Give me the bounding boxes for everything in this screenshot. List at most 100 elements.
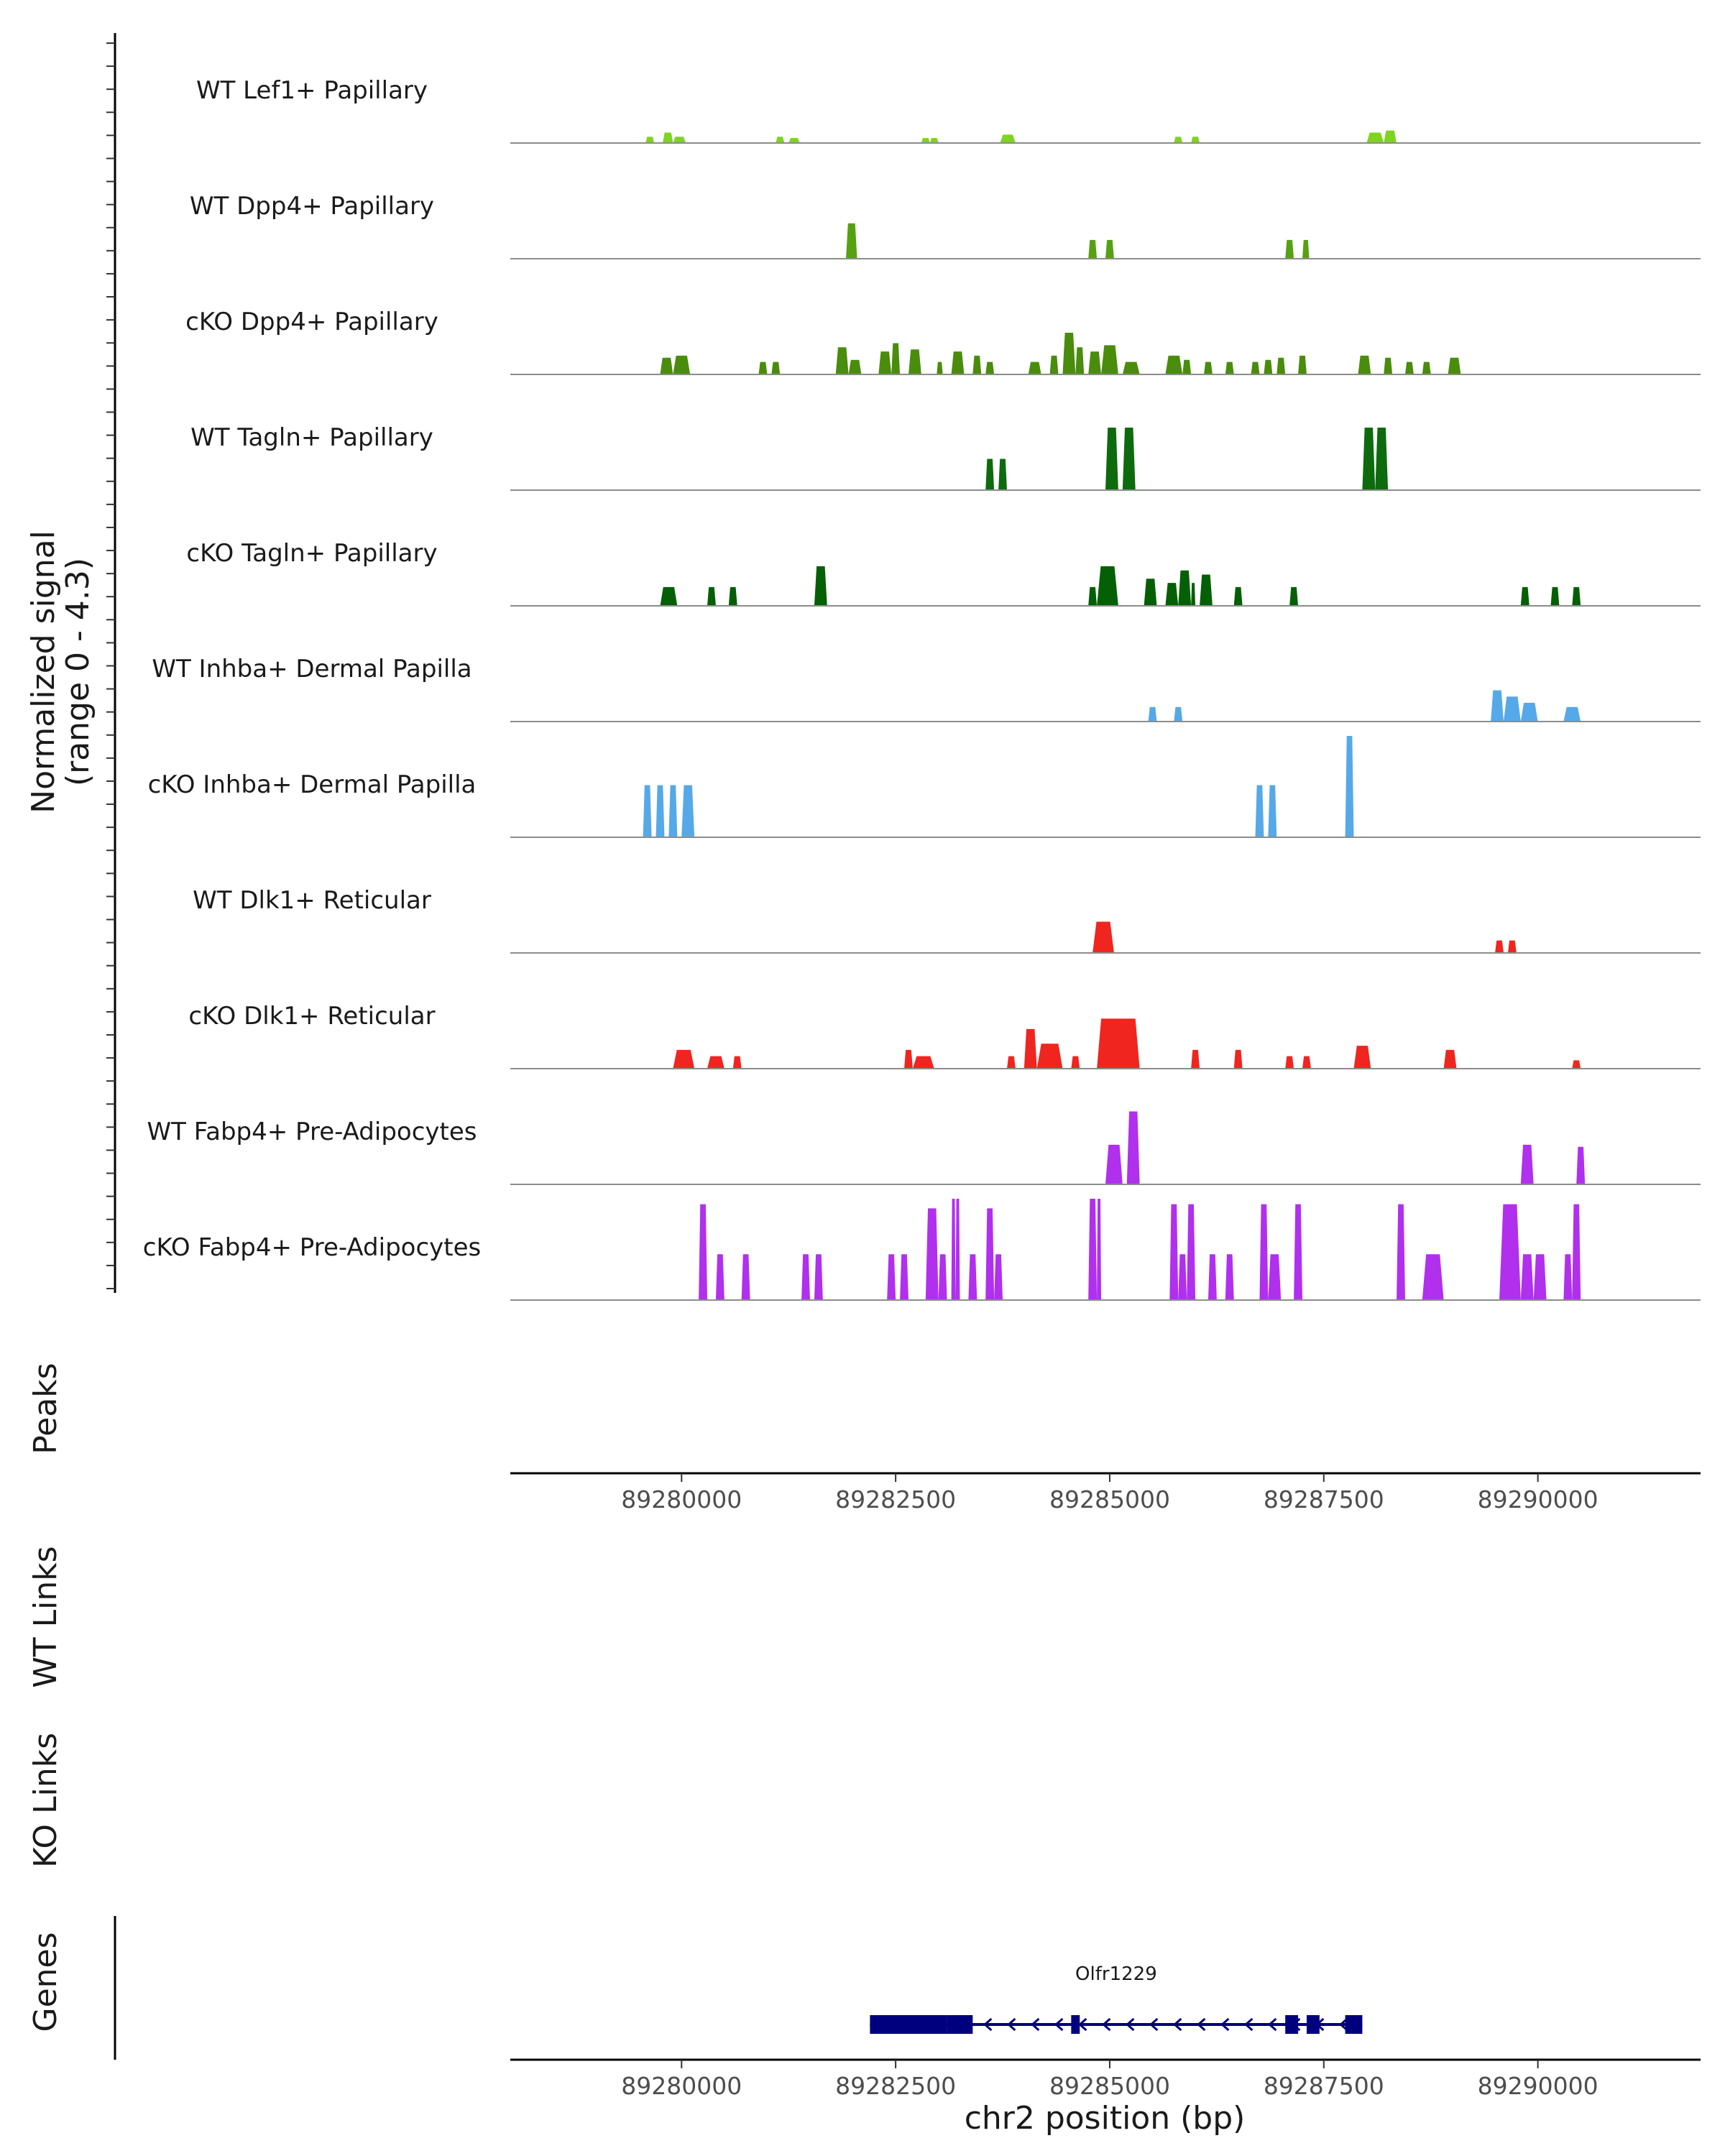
track-7: cKO Inhba+ Dermal Papilla [148,736,1701,838]
coverage-peak [904,1049,913,1069]
coverage-peak [908,349,921,374]
coverage-peak [1006,1056,1016,1069]
coverage-peak [681,785,695,837]
coverage-peak [1491,690,1504,722]
coverage-peak [955,1199,960,1300]
y-axis-range: (range 0 - 4.3) [60,558,96,786]
coverage-peak [1148,706,1157,722]
track-label: cKO Inhba+ Dermal Papilla [148,770,477,799]
track-label: cKO Dlk1+ Reticular [188,1002,435,1031]
coverage-peak [1122,361,1140,374]
coverage-peak [660,357,673,374]
track-5: cKO Tagln+ Papillary [186,539,1701,607]
coverage-peak [758,361,768,374]
coverage-peak [1088,351,1102,374]
gene-exon [947,2015,973,2034]
coverage-peak [715,1254,724,1300]
coverage-peak [846,223,857,259]
gene-name-label: Olfr1229 [1075,1963,1157,1985]
coverage-peak [1105,428,1118,490]
track-9: cKO Dlk1+ Reticular [188,1002,1701,1069]
coverage-peak [1520,1144,1534,1184]
track-label: WT Inhba+ Dermal Papilla [152,655,472,683]
coverage-peak [1200,574,1213,606]
track-label: cKO Fabp4+ Pre-Adipocytes [143,1233,482,1262]
coverage-peak [699,1204,708,1300]
coverage-peak [985,1208,995,1300]
coverage-peak [1251,361,1260,374]
coverage-peak [1165,355,1183,374]
coverage-peak [1533,1254,1547,1300]
coverage-peak [1097,566,1118,606]
strand-arrow [1078,2017,1087,2032]
coverage-peak [1285,239,1294,259]
coverage-peak [1191,1049,1200,1069]
coverage-peak [1422,361,1431,374]
coverage-peak [1169,1204,1179,1300]
coverage-peak [1187,1204,1196,1300]
coverage-peak [968,1254,978,1300]
coverage-peak [1572,586,1581,606]
coverage-peak [741,1254,750,1300]
track-label: WT Dpp4+ Papillary [190,192,434,221]
coverage-peak [1520,702,1538,722]
coverage-peak [663,132,673,143]
coverage-peak [1259,1204,1269,1300]
coverage-peak [1182,359,1192,374]
track-label: WT Tagln+ Papillary [190,423,433,452]
coverage-peak [1088,1199,1098,1300]
coverage-peak [1225,361,1234,374]
coverage-tracks: WT Lef1+ Papillary WT Dpp4+ Papillary cKO … [143,76,1701,1301]
gene-exon [1285,2015,1299,2034]
coverage-peak [1576,1146,1586,1184]
coverage-peak [1144,579,1157,606]
coverage-peak [1384,130,1397,143]
coverage-peak [1302,1056,1311,1069]
strand-arrow [1149,2017,1159,2032]
wt-links-section-label: WT Links [27,1546,64,1687]
track-label: cKO Dpp4+ Papillary [185,308,438,336]
coverage-peak [1105,1144,1123,1184]
coverage-peak [1178,1254,1187,1300]
coverage-peak [707,1056,724,1069]
coverage-peak [1049,355,1059,374]
coverage-peak [1298,355,1307,374]
strand-arrow [1220,2017,1230,2032]
coverage-peak [1345,736,1354,837]
gene-exon [1345,2015,1363,2034]
coverage-peak [1165,583,1179,606]
coverage-peak [1225,1254,1234,1300]
x-tick-label: 89290000 [1478,2072,1598,2100]
y-axis-title: Normalized signal [25,530,62,814]
coverage-peak [951,351,965,374]
track-11: cKO Fabp4+ Pre-Adipocytes [143,1199,1701,1301]
coverage-peak [1572,1060,1581,1069]
genes-x-axis: 89280000 89282500 89285000 89287500 89290000 [510,2058,1701,2100]
coverage-peak [998,459,1007,490]
x-tick-label: 89287500 [1264,1485,1384,1514]
strand-arrow [1054,2017,1064,2032]
gene-exon [870,2015,947,2034]
peaks-section-label: Peaks [27,1363,64,1454]
x-tick-label: 89280000 [621,2072,742,2100]
x-tick-label: 89285000 [1049,1485,1170,1514]
coverage-peak [788,138,800,143]
coverage-peak [1448,357,1461,374]
genes-section-label: Genes [27,1932,64,2032]
strand-arrow [1031,2017,1040,2032]
coverage-peak [673,355,691,374]
coverage-peak [1289,586,1299,606]
track-2: WT Dpp4+ Papillary [190,192,1701,259]
coverage-peak [900,1254,908,1300]
track-8: WT Dlk1+ Reticular [193,886,1701,954]
x-tick-label: 89285000 [1049,2072,1170,2100]
coverage-peak [985,459,995,490]
coverage-peak [848,359,862,374]
coverage-peak [1191,137,1200,143]
coverage-peak [1105,239,1114,259]
coverage-peak [1503,696,1521,722]
coverage-peak [1294,1204,1303,1300]
coverage-peak [1028,361,1041,374]
coverage-peak [1062,333,1076,374]
coverage-peak [673,1049,695,1069]
